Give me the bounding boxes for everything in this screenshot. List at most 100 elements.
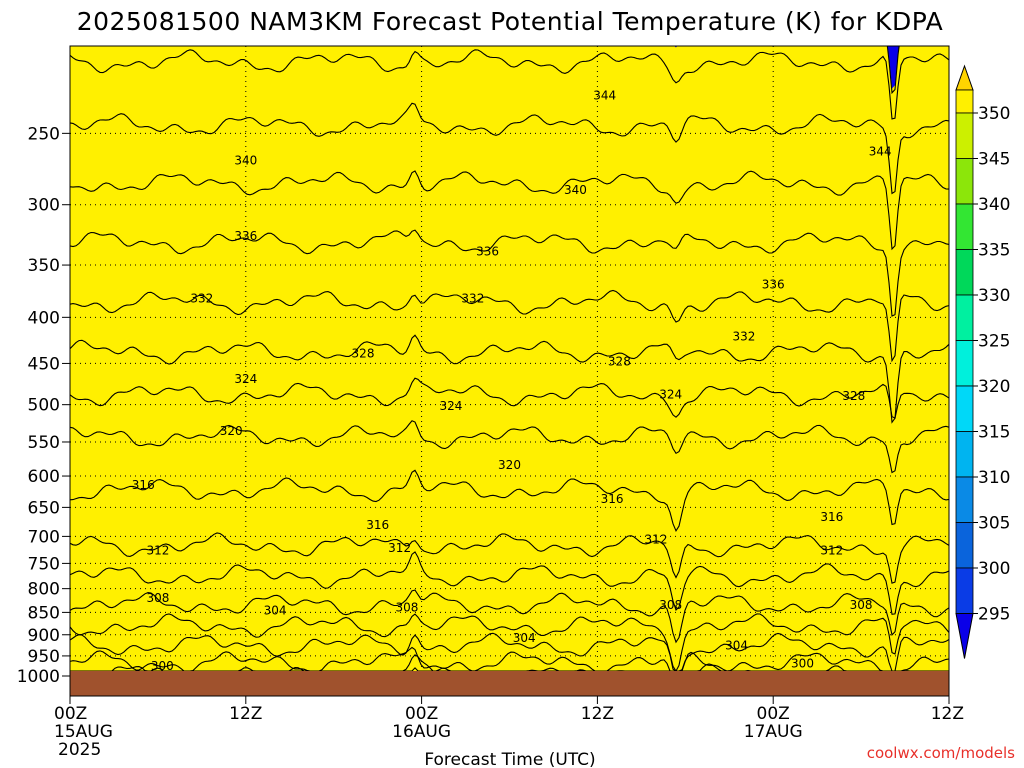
y-tick-label-950: 950 xyxy=(28,647,60,667)
contour-label-324: 324 xyxy=(234,372,257,386)
contour-labels: 344 344 340 340 336 336 336 332 332 332 328 328 328 3… xyxy=(132,89,892,673)
contour-line-308 xyxy=(70,589,949,644)
y-tick-label-550: 550 xyxy=(28,433,60,453)
contour-line-312 xyxy=(70,532,949,584)
contour-label-312: 312 xyxy=(146,544,169,558)
y-tick-label-1000: 1000 xyxy=(17,667,60,687)
x-tick-label-3: 12Z xyxy=(581,704,614,724)
colorbar-label-310: 310 xyxy=(978,468,1010,488)
colorbar-label-325: 325 xyxy=(978,332,1010,352)
y-tick-label-450: 450 xyxy=(28,354,60,374)
contour-line-302 xyxy=(70,646,949,671)
x-tick-label-5: 12Z xyxy=(931,704,964,724)
colorbar-segment-7 xyxy=(955,294,974,341)
contour-label-324: 324 xyxy=(439,399,462,413)
contour-line-306 xyxy=(70,613,949,671)
contour-line-348 xyxy=(70,49,949,120)
contour-label-328: 328 xyxy=(608,355,631,369)
x-tick-date-4: 17AUG xyxy=(744,722,803,742)
colorbar-label-335: 335 xyxy=(978,241,1010,261)
colorbar-label-300: 300 xyxy=(978,559,1010,579)
y-tick-label-900: 900 xyxy=(28,626,60,646)
colorbar-label-320: 320 xyxy=(978,377,1010,397)
contour-label-312: 312 xyxy=(388,541,411,555)
x-axis-label: Forecast Time (UTC) xyxy=(424,750,595,768)
contour-line-332 xyxy=(70,289,949,363)
contour-label-320: 320 xyxy=(498,458,521,472)
colorbar-label-330: 330 xyxy=(978,286,1010,306)
colorbar-segment-2 xyxy=(955,522,974,569)
colorbar-label-305: 305 xyxy=(978,514,1010,534)
contour-line-324 xyxy=(70,377,949,419)
plot-area: 344 344 340 340 336 336 336 332 332 332 328 328 328 3… xyxy=(70,46,949,673)
contour-label-316: 316 xyxy=(366,518,389,532)
colorbar-label-340: 340 xyxy=(978,195,1010,215)
contour-label-336: 336 xyxy=(476,244,499,258)
y-tick-label-600: 600 xyxy=(28,467,60,487)
y-tick-label-350: 350 xyxy=(28,256,60,276)
colorbar-segment-5 xyxy=(955,385,974,432)
contour-label-300: 300 xyxy=(151,659,174,673)
contour-line-344 xyxy=(70,102,949,195)
y-tick-label-400: 400 xyxy=(28,308,60,328)
colorbar-label-295: 295 xyxy=(978,605,1010,625)
contour-label-300: 300 xyxy=(791,656,814,670)
contour-line-310 xyxy=(70,551,949,615)
y-tick-label-300: 300 xyxy=(28,196,60,216)
y-tick-label-800: 800 xyxy=(28,580,60,600)
x-tick-label-2: 00Z xyxy=(405,704,438,724)
contour-label-308: 308 xyxy=(850,598,873,612)
contour-label-316: 316 xyxy=(132,478,155,492)
colorbar-label-315: 315 xyxy=(978,423,1010,443)
colorbar-segment-9 xyxy=(955,203,974,250)
contour-label-332: 332 xyxy=(190,291,213,305)
colorbar-label-345: 345 xyxy=(978,150,1010,170)
contour-label-320: 320 xyxy=(220,424,243,438)
chart-title: 2025081500 NAM3KM Forecast Potential Tem… xyxy=(77,7,944,36)
contour-label-304: 304 xyxy=(513,631,536,645)
fill-band-350 xyxy=(70,46,949,671)
y-tick-label-250: 250 xyxy=(28,124,60,144)
contour-line-304 xyxy=(70,632,949,671)
credit-link[interactable]: coolwx.com/models xyxy=(867,744,1015,762)
x-tick-label-0: 00Z xyxy=(54,704,87,724)
colorbar-segment-top xyxy=(955,89,974,114)
y-tick-label-650: 650 xyxy=(28,498,60,518)
y-tick-label-500: 500 xyxy=(28,396,60,416)
contour-line-340 xyxy=(70,170,949,251)
contour-label-308: 308 xyxy=(659,598,682,612)
contour-label-340: 340 xyxy=(234,154,257,168)
contour-label-332: 332 xyxy=(732,329,755,343)
x-tick-label-1: 12Z xyxy=(229,704,262,724)
contour-label-344: 344 xyxy=(593,89,616,103)
contour-line-320 xyxy=(70,420,949,474)
contour-label-324: 324 xyxy=(659,387,682,401)
contour-label-308: 308 xyxy=(395,600,418,614)
colorbar-segment-11 xyxy=(955,112,974,159)
gridlines xyxy=(70,46,949,671)
contour-line-328 xyxy=(70,334,949,424)
colorbar: 295 300 305 310 315 320 325 330 335 340 345 350 xyxy=(955,64,1010,659)
x-tick-date-2: 16AUG xyxy=(392,722,451,742)
ground-band xyxy=(70,671,949,696)
contour-label-304: 304 xyxy=(725,638,748,652)
contour-label-312: 312 xyxy=(820,544,843,558)
colorbar-bottom-arrow xyxy=(955,613,974,659)
contour-label-340: 340 xyxy=(564,183,587,197)
contour-label-304: 304 xyxy=(264,604,287,618)
contour-label-312: 312 xyxy=(645,533,668,547)
colorbar-top-arrow xyxy=(955,64,974,91)
contour-label-328: 328 xyxy=(352,347,375,361)
y-tick-label-750: 750 xyxy=(28,554,60,574)
colorbar-segment-8 xyxy=(955,249,974,296)
x-tick-year-0: 2025 xyxy=(58,740,101,760)
colorbar-segment-1 xyxy=(955,567,974,614)
contour-label-336: 336 xyxy=(234,229,257,243)
plot-frame xyxy=(69,45,950,697)
contour-lines xyxy=(70,46,949,671)
contour-label-316: 316 xyxy=(820,510,843,524)
contour-label-316: 316 xyxy=(601,492,624,506)
contour-label-308: 308 xyxy=(146,591,169,605)
